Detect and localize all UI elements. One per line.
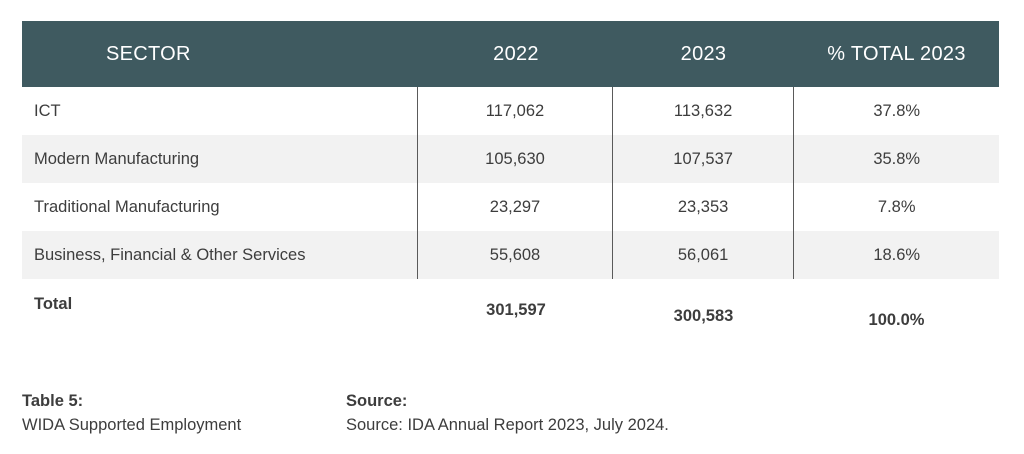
cell-2022: 23,297	[418, 183, 613, 231]
cell-percent: 35.8%	[873, 149, 921, 168]
source-text: Source: IDA Annual Report 2023, July 202…	[346, 416, 669, 434]
table-header-row: SECTOR 2022 2023 % TOTAL 2023	[22, 21, 999, 87]
total-percent: 100.0%	[868, 311, 925, 329]
cell-sector: Business, Financial & Other Services	[22, 231, 419, 279]
table-total-row: Total 301,597 300,583 100.0%	[22, 279, 999, 357]
table-row: Traditional Manufacturing 23,297 23,353 …	[22, 183, 999, 231]
total-2022: 301,597	[486, 301, 546, 319]
table-row: Business, Financial & Other Services 55,…	[22, 231, 999, 279]
table-source: Source: Source: IDA Annual Report 2023, …	[346, 389, 669, 437]
cell-percent: 7.8%	[877, 197, 916, 216]
cell-2022: 117,062	[418, 87, 613, 135]
employment-table: SECTOR 2022 2023 % TOTAL 2023 ICT 117,06…	[22, 21, 999, 357]
cell-2022: 55,608	[418, 231, 613, 279]
header-sector: SECTOR	[106, 42, 191, 65]
cell-sector: Traditional Manufacturing	[22, 183, 419, 231]
cell-percent: 18.6%	[873, 245, 921, 264]
header-2022: 2022	[493, 42, 539, 65]
cell-2023: 23,353	[613, 183, 795, 231]
table-row: Modern Manufacturing 105,630 107,537 35.…	[22, 135, 999, 183]
caption-label: Table 5:	[22, 392, 84, 410]
cell-2023: 107,537	[613, 135, 795, 183]
header-2023: 2023	[680, 42, 727, 65]
cell-2022: 105,630	[418, 135, 613, 183]
total-2023: 300,583	[673, 307, 734, 325]
table-row: ICT 117,062 113,632 37.8%	[22, 87, 999, 135]
caption-text: WIDA Supported Employment	[22, 416, 242, 434]
cell-percent: 37.8%	[873, 101, 921, 120]
header-percent-total-2023: % TOTAL 2023	[827, 42, 966, 65]
cell-sector: Modern Manufacturing	[22, 135, 419, 183]
cell-sector: ICT	[22, 87, 419, 135]
total-label: Total	[34, 295, 73, 313]
cell-2023: 113,632	[613, 87, 795, 135]
table-caption: Table 5: WIDA Supported Employment	[22, 389, 241, 437]
cell-2023: 56,061	[613, 231, 795, 279]
source-label: Source:	[346, 392, 408, 410]
